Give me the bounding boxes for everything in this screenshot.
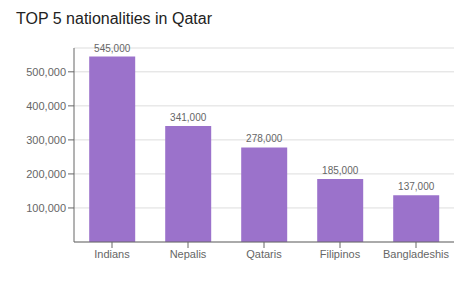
svg-text:Filipinos: Filipinos — [320, 248, 361, 260]
svg-text:Bangladeshis: Bangladeshis — [383, 248, 450, 260]
svg-text:300,000: 300,000 — [26, 134, 66, 146]
svg-text:100,000: 100,000 — [26, 202, 66, 214]
svg-text:Nepalis: Nepalis — [170, 248, 207, 260]
svg-text:500,000: 500,000 — [26, 66, 66, 78]
svg-text:Qataris: Qataris — [246, 248, 282, 260]
html-text:TOP 5 nationalities in Qatar: TOP 5 nationalities in Qatar — [16, 10, 212, 27]
svg-text:278,000: 278,000 — [246, 133, 283, 144]
svg-text:200,000: 200,000 — [26, 168, 66, 180]
svg-text:Indians: Indians — [94, 248, 130, 260]
svg-text:185,000: 185,000 — [322, 165, 359, 176]
svg-text:545,000: 545,000 — [94, 43, 131, 54]
svg-text:341,000: 341,000 — [170, 112, 207, 123]
svg-text:400,000: 400,000 — [26, 100, 66, 112]
svg-text:137,000: 137,000 — [398, 181, 435, 192]
